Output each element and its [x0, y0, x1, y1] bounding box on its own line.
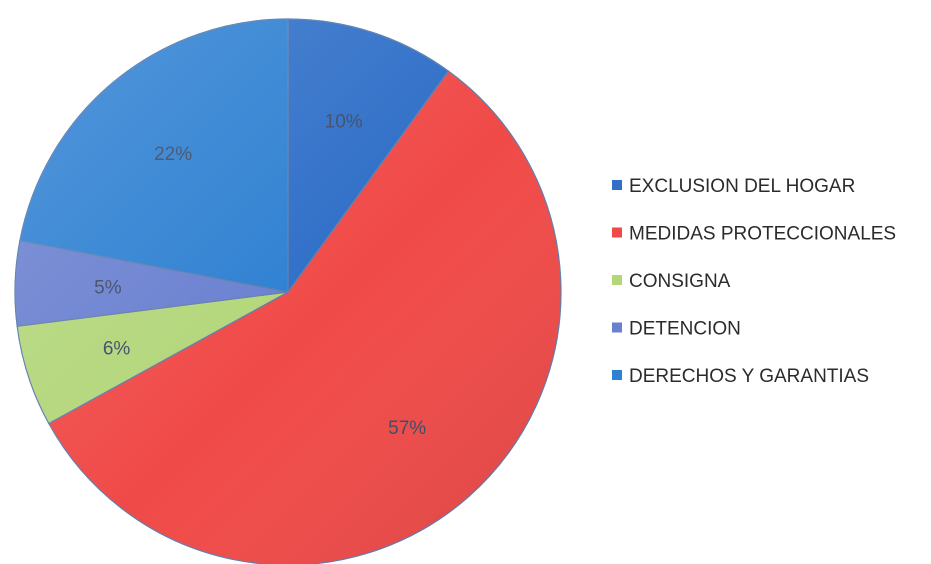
slice-data-label: 6% [103, 339, 131, 360]
legend-item: DETENCION [612, 319, 741, 340]
legend-swatch [612, 322, 622, 333]
legend-item: DERECHOS Y GARANTIAS [612, 366, 869, 387]
legend-swatch [612, 370, 622, 380]
legend-swatch [612, 275, 622, 285]
legend-item: MEDIDAS PROTECCIONALES [612, 224, 896, 245]
legend-label: MEDIDAS PROTECCIONALES [629, 224, 896, 245]
slice-data-label: 57% [388, 418, 426, 439]
slice-data-label: 22% [154, 144, 192, 165]
legend-swatch [612, 180, 622, 190]
slice-data-label: 10% [325, 112, 363, 133]
legend: EXCLUSION DEL HOGAR MEDIDAS PROTECCIONALE… [612, 176, 896, 387]
legend-label: DETENCION [629, 319, 741, 340]
legend-swatch [612, 227, 622, 238]
slice-data-label: 5% [94, 277, 122, 298]
legend-label: EXCLUSION DEL HOGAR [629, 176, 855, 197]
legend-label: CONSIGNA [629, 271, 731, 292]
legend-item: EXCLUSION DEL HOGAR [612, 176, 855, 197]
legend-item: CONSIGNA [612, 271, 731, 292]
legend-label: DERECHOS Y GARANTIAS [629, 366, 869, 387]
